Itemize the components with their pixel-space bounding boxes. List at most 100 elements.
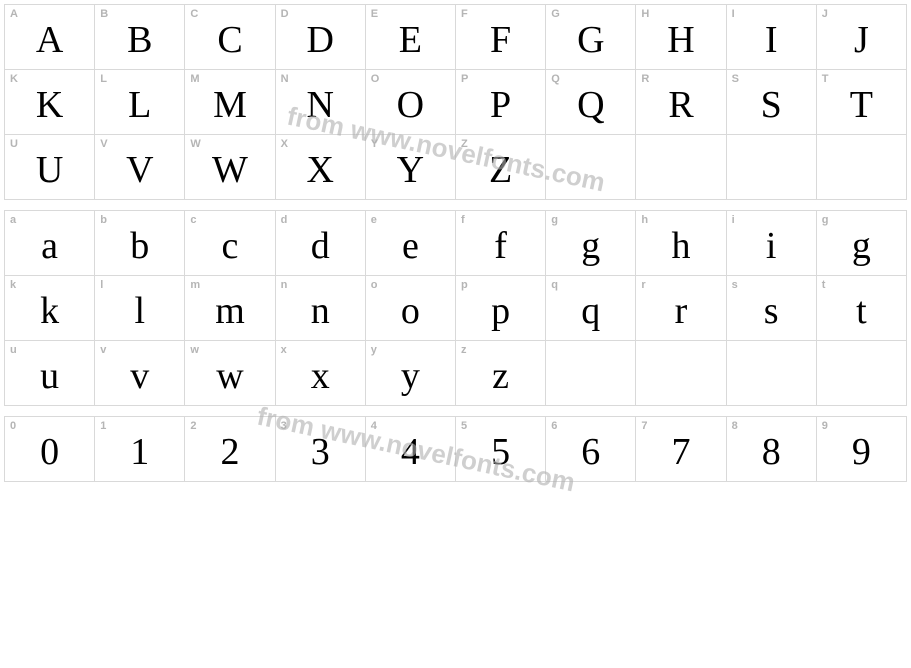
cell-label: v xyxy=(100,344,106,356)
cell-glyph: I xyxy=(765,21,778,59)
cell-glyph: p xyxy=(491,292,510,330)
cell-glyph: g xyxy=(852,227,871,265)
glyph-cell: XX xyxy=(276,135,366,200)
cell-label: i xyxy=(732,214,735,226)
cell-label: 8 xyxy=(732,420,738,432)
glyph-cell: EE xyxy=(366,5,456,70)
glyph-cell: 99 xyxy=(817,417,907,482)
cell-label: N xyxy=(281,73,289,85)
glyph-cell xyxy=(727,135,817,200)
cell-label: U xyxy=(10,138,18,150)
cell-label: S xyxy=(732,73,739,85)
cell-label: 2 xyxy=(190,420,196,432)
cell-label: w xyxy=(190,344,199,356)
cell-glyph: c xyxy=(222,227,239,265)
glyph-cell: uu xyxy=(5,341,95,406)
glyph-cell: QQ xyxy=(546,70,636,135)
glyph-cell: gg xyxy=(546,211,636,276)
cell-label: g xyxy=(551,214,558,226)
glyph-cell xyxy=(817,135,907,200)
cell-label: 9 xyxy=(822,420,828,432)
cell-glyph: f xyxy=(494,227,507,265)
cell-label: A xyxy=(10,8,18,20)
glyph-cell: 11 xyxy=(95,417,185,482)
cell-glyph: N xyxy=(306,86,333,124)
glyph-cell: yy xyxy=(366,341,456,406)
glyph-grid-lowercase: aabbccddeeffgghhiiggkkllmmnnooppqqrrsstt… xyxy=(4,210,907,406)
cell-label: k xyxy=(10,279,16,291)
glyph-cell: YY xyxy=(366,135,456,200)
glyph-cell: 00 xyxy=(5,417,95,482)
cell-label: d xyxy=(281,214,288,226)
cell-glyph: P xyxy=(490,86,511,124)
cell-glyph: X xyxy=(306,151,333,189)
glyph-cell: ww xyxy=(185,341,275,406)
cell-label: T xyxy=(822,73,829,85)
cell-label: E xyxy=(371,8,378,20)
cell-glyph: y xyxy=(401,357,420,395)
glyph-cell: dd xyxy=(276,211,366,276)
cell-glyph: 8 xyxy=(762,433,781,471)
glyph-cell: CC xyxy=(185,5,275,70)
glyph-cell: 55 xyxy=(456,417,546,482)
cell-glyph: S xyxy=(761,86,782,124)
cell-glyph: W xyxy=(212,151,248,189)
cell-glyph: 4 xyxy=(401,433,420,471)
cell-label: 4 xyxy=(371,420,377,432)
cell-label: J xyxy=(822,8,828,20)
cell-glyph: x xyxy=(311,357,330,395)
cell-glyph: F xyxy=(490,21,511,59)
glyph-cell xyxy=(546,341,636,406)
cell-label: Q xyxy=(551,73,560,85)
cell-label: c xyxy=(190,214,196,226)
glyph-cell xyxy=(636,135,726,200)
cell-glyph: u xyxy=(40,357,59,395)
glyph-cell: KK xyxy=(5,70,95,135)
cell-glyph: K xyxy=(36,86,63,124)
cell-glyph: E xyxy=(399,21,422,59)
cell-glyph: a xyxy=(41,227,58,265)
cell-glyph: t xyxy=(856,292,867,330)
glyph-cell: aa xyxy=(5,211,95,276)
cell-label: b xyxy=(100,214,107,226)
cell-glyph: L xyxy=(128,86,151,124)
cell-label: 1 xyxy=(100,420,106,432)
cell-glyph: A xyxy=(36,21,63,59)
cell-label: u xyxy=(10,344,17,356)
cell-label: o xyxy=(371,279,378,291)
cell-label: C xyxy=(190,8,198,20)
cell-glyph: H xyxy=(667,21,694,59)
glyph-cell: RR xyxy=(636,70,726,135)
glyph-cell: HH xyxy=(636,5,726,70)
cell-label: e xyxy=(371,214,377,226)
glyph-cell: qq xyxy=(546,276,636,341)
glyph-cell: bb xyxy=(95,211,185,276)
cell-label: V xyxy=(100,138,107,150)
glyph-cell: GG xyxy=(546,5,636,70)
glyph-cell: ff xyxy=(456,211,546,276)
glyph-cell: tt xyxy=(817,276,907,341)
glyph-cell: pp xyxy=(456,276,546,341)
cell-glyph: B xyxy=(127,21,152,59)
glyph-cell: mm xyxy=(185,276,275,341)
cell-label: l xyxy=(100,279,103,291)
cell-label: K xyxy=(10,73,18,85)
glyph-cell: II xyxy=(727,5,817,70)
cell-label: m xyxy=(190,279,200,291)
glyph-cell: VV xyxy=(95,135,185,200)
glyph-cell: nn xyxy=(276,276,366,341)
glyph-cell: NN xyxy=(276,70,366,135)
glyph-cell: oo xyxy=(366,276,456,341)
glyph-cell: WW xyxy=(185,135,275,200)
glyph-cell xyxy=(546,135,636,200)
cell-label: g xyxy=(822,214,829,226)
cell-glyph: i xyxy=(766,227,777,265)
cell-label: I xyxy=(732,8,735,20)
glyph-cell: ii xyxy=(727,211,817,276)
glyph-cell: JJ xyxy=(817,5,907,70)
cell-label: 0 xyxy=(10,420,16,432)
cell-glyph: w xyxy=(216,357,243,395)
glyph-cell: LL xyxy=(95,70,185,135)
cell-label: Z xyxy=(461,138,468,150)
glyph-cell: DD xyxy=(276,5,366,70)
